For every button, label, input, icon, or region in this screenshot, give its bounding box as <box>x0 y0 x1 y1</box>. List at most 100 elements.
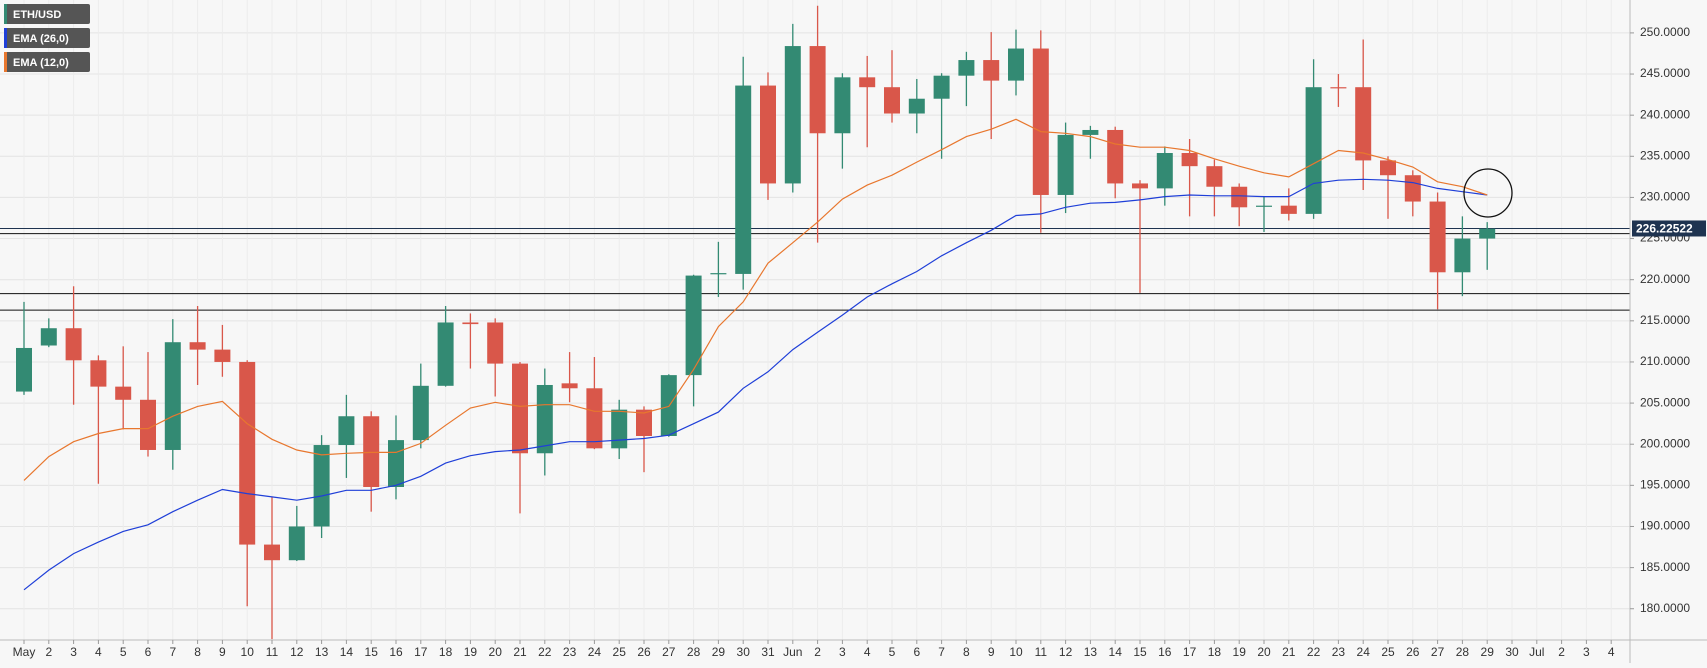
x-tick-label: 18 <box>1208 645 1222 659</box>
x-tick-label: 2 <box>45 645 52 659</box>
x-tick-label: Jun <box>783 645 802 659</box>
candle-body <box>288 526 305 561</box>
x-tick-label: 12 <box>290 645 304 659</box>
x-tick-label: 27 <box>1431 645 1445 659</box>
x-tick-label: 8 <box>963 645 970 659</box>
x-tick-label: 25 <box>1381 645 1395 659</box>
x-tick-label: 24 <box>1357 645 1371 659</box>
legend-box <box>4 28 90 48</box>
candle-body <box>1380 160 1396 176</box>
y-tick-label: 190.0000 <box>1640 519 1690 533</box>
candle-body <box>1057 134 1074 195</box>
candle-body <box>536 384 553 454</box>
y-tick-label: 200.0000 <box>1640 436 1690 450</box>
x-tick-label: 22 <box>538 645 552 659</box>
x-tick-label: 13 <box>1084 645 1098 659</box>
x-tick-label: 17 <box>414 645 428 659</box>
candle-body <box>462 322 479 325</box>
x-tick-label: 25 <box>613 645 627 659</box>
y-tick-label: 185.0000 <box>1640 560 1690 574</box>
candle-body <box>1305 87 1322 214</box>
candle-body <box>859 77 876 88</box>
x-tick-label: 5 <box>120 645 127 659</box>
x-tick-label: 29 <box>712 645 726 659</box>
x-tick-label: 2 <box>814 645 821 659</box>
price-label: 226.22522 <box>1636 222 1693 236</box>
candle-body <box>239 361 256 545</box>
x-tick-label: 4 <box>95 645 102 659</box>
x-tick-label: 30 <box>1505 645 1519 659</box>
x-tick-label: 6 <box>145 645 152 659</box>
x-tick-label: 9 <box>988 645 995 659</box>
x-tick-label: 15 <box>365 645 379 659</box>
x-tick-label: 22 <box>1307 645 1321 659</box>
x-tick-label: 17 <box>1183 645 1197 659</box>
x-tick-label: 7 <box>169 645 176 659</box>
x-tick-label: 5 <box>889 645 896 659</box>
x-tick-label: 4 <box>1608 645 1615 659</box>
x-tick-label: 14 <box>340 645 354 659</box>
candle-body <box>1280 205 1297 214</box>
annotation-circle <box>1463 168 1513 218</box>
x-tick-label: 19 <box>464 645 478 659</box>
x-tick-label: 20 <box>1257 645 1271 659</box>
ema-line <box>23 118 1488 481</box>
candle-body <box>1330 87 1347 89</box>
legend-label: EMA (12,0) <box>13 57 69 69</box>
candle-body <box>1107 129 1124 184</box>
legend-box <box>4 4 90 24</box>
x-tick-label: 20 <box>489 645 503 659</box>
x-tick-label: 8 <box>194 645 201 659</box>
candle-body <box>784 46 801 184</box>
y-tick-label: 205.0000 <box>1640 395 1690 409</box>
x-tick-label: 30 <box>737 645 751 659</box>
levels <box>0 227 1630 311</box>
candle-body <box>388 440 404 487</box>
x-tick-label: 21 <box>513 645 527 659</box>
candle-body <box>512 363 528 454</box>
x-tick-label: 11 <box>1035 645 1048 659</box>
price-label-box <box>1632 220 1706 237</box>
x-tick-label: 16 <box>1158 645 1172 659</box>
candle-body <box>636 409 652 436</box>
legend-label: EMA (26,0) <box>13 33 69 45</box>
x-tick-label: 29 <box>1481 645 1495 659</box>
x-tick-label: 3 <box>839 645 846 659</box>
candle-body <box>363 416 380 487</box>
x-tick-label: 4 <box>864 645 871 659</box>
candle-body <box>760 85 776 184</box>
x-tick-label: 3 <box>70 645 77 659</box>
ema-line <box>23 178 1488 591</box>
candle-body <box>908 98 925 114</box>
x-tick-label: May <box>13 645 36 659</box>
x-tick-label: 11 <box>266 645 279 659</box>
candle-body <box>1404 175 1421 202</box>
candle-body <box>140 399 156 450</box>
candle-body <box>1032 48 1049 195</box>
candle-body <box>487 322 504 364</box>
candle-body <box>412 385 429 441</box>
candle-body <box>1181 153 1198 167</box>
candle-body <box>586 388 603 449</box>
y-tick-label: 215.0000 <box>1640 313 1690 327</box>
x-tick-label: 23 <box>563 645 577 659</box>
candle-body <box>65 328 82 361</box>
candle-body <box>1008 48 1024 81</box>
candle-body <box>1355 87 1372 161</box>
x-tick-label: 10 <box>1009 645 1023 659</box>
x-tick-label: 16 <box>389 645 403 659</box>
candle-body <box>115 386 132 400</box>
candle-body <box>90 360 107 387</box>
legend-swatch <box>4 4 7 24</box>
candle-body <box>958 60 975 76</box>
candle-body <box>189 342 206 350</box>
candle-body <box>1156 153 1173 189</box>
x-tick-label: 28 <box>687 645 701 659</box>
candle-body <box>1231 186 1248 208</box>
x-tick-label: 7 <box>938 645 945 659</box>
candle-body <box>834 77 851 134</box>
x-tick-label: 27 <box>662 645 676 659</box>
candle-body <box>685 275 702 376</box>
